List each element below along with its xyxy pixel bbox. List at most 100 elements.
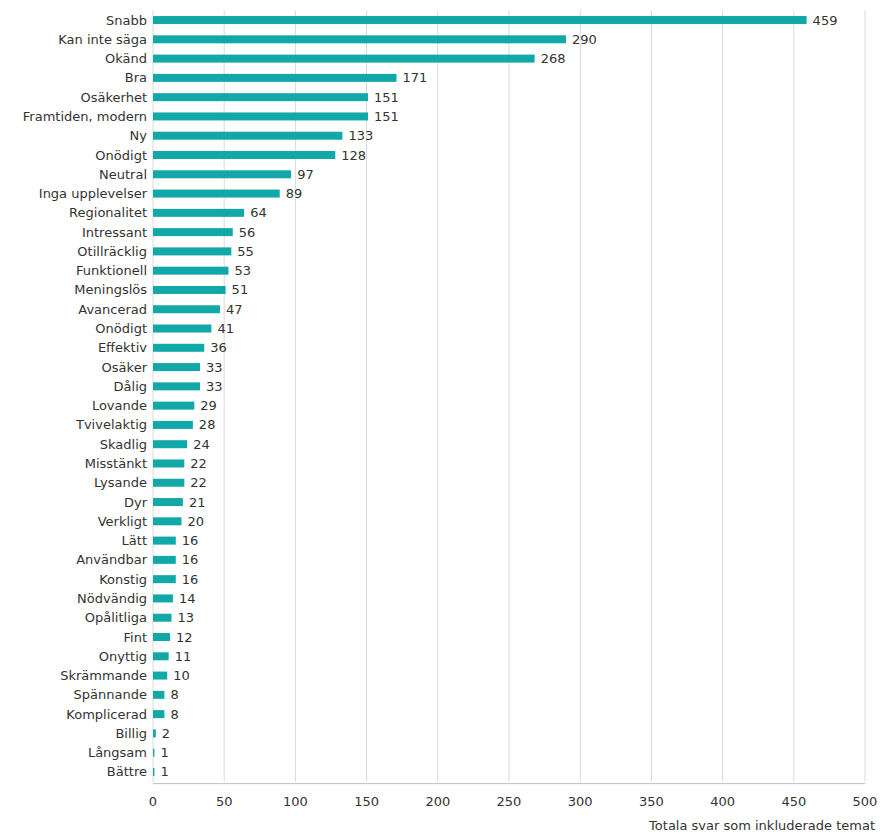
bar xyxy=(153,190,280,198)
category-label: Framtiden, modern xyxy=(23,109,147,124)
grid-line xyxy=(580,10,581,781)
data-label: 22 xyxy=(190,456,207,471)
grid-line xyxy=(153,10,154,781)
data-label: 16 xyxy=(182,572,199,587)
bar xyxy=(153,691,164,699)
bar xyxy=(153,459,184,467)
category-label: Snabb xyxy=(106,13,147,28)
bar xyxy=(153,768,154,776)
bar xyxy=(153,325,211,333)
bar xyxy=(153,363,200,371)
grid-line xyxy=(224,10,225,781)
bar xyxy=(153,170,291,178)
bar xyxy=(153,672,167,680)
category-label: Billig xyxy=(115,726,147,741)
category-label: Effektiv xyxy=(98,340,147,355)
grid-line xyxy=(509,10,510,781)
data-label: 21 xyxy=(189,495,206,510)
category-label: Lätt xyxy=(122,533,147,548)
bar xyxy=(153,479,184,487)
category-label: Onyttig xyxy=(99,649,147,664)
grid-line xyxy=(437,10,438,781)
category-label: Meningslös xyxy=(74,282,147,297)
bar xyxy=(153,344,204,352)
data-label: 33 xyxy=(206,360,223,375)
bar xyxy=(153,112,368,120)
tick-label: 300 xyxy=(568,794,593,809)
category-label: Bra xyxy=(125,70,147,85)
bar xyxy=(153,55,535,63)
category-label: Lovande xyxy=(92,398,147,413)
data-label: 24 xyxy=(193,437,210,452)
data-label: 8 xyxy=(170,707,178,722)
data-label: 8 xyxy=(170,687,178,702)
grid xyxy=(153,10,865,781)
bar xyxy=(153,749,154,757)
bar xyxy=(153,93,368,101)
data-label: 11 xyxy=(175,649,192,664)
grid-line xyxy=(722,10,723,781)
tick-label: 400 xyxy=(710,794,735,809)
tick-label: 450 xyxy=(781,794,806,809)
bar xyxy=(153,247,231,255)
data-label: 12 xyxy=(176,630,193,645)
category-label: Neutral xyxy=(99,167,147,182)
category-label: Regionalitet xyxy=(69,205,147,220)
bar xyxy=(153,267,228,275)
category-label: Misstänkt xyxy=(85,456,147,471)
category-label: Onödigt xyxy=(95,148,147,163)
bar xyxy=(153,305,220,313)
data-label: 89 xyxy=(286,186,303,201)
category-label: Spännande xyxy=(74,687,147,702)
bar xyxy=(153,209,244,217)
grid-line xyxy=(366,10,367,781)
data-label: 47 xyxy=(226,302,243,317)
bar xyxy=(153,440,187,448)
grid-line xyxy=(295,10,296,781)
category-label: Ny xyxy=(130,128,148,143)
category-label: Komplicerad xyxy=(66,707,147,722)
category-label: Otillräcklig xyxy=(77,244,147,259)
bar xyxy=(153,421,193,429)
bar xyxy=(153,633,170,641)
bar xyxy=(153,614,172,622)
data-label: 171 xyxy=(403,70,428,85)
category-label: Skrämmande xyxy=(60,668,147,683)
data-label: 16 xyxy=(182,552,199,567)
bar xyxy=(153,151,335,159)
category-label: Tvivelaktig xyxy=(75,417,147,432)
category-label: Nödvändig xyxy=(77,591,147,606)
data-label: 97 xyxy=(297,167,314,182)
tick-label: 0 xyxy=(149,794,157,809)
category-label: Lysande xyxy=(94,475,147,490)
bar xyxy=(153,228,233,236)
data-label: 53 xyxy=(234,263,251,278)
data-label: 51 xyxy=(232,282,249,297)
grid-line xyxy=(865,10,866,781)
data-label: 2 xyxy=(162,726,170,741)
category-label: Okänd xyxy=(105,51,147,66)
category-label: Långsam xyxy=(88,745,147,760)
axis-title: Totala svar som inkluderade temat xyxy=(648,818,875,833)
category-label: Intressant xyxy=(82,225,147,240)
bar xyxy=(153,35,566,43)
data-label: 151 xyxy=(374,90,399,105)
category-label: Konstig xyxy=(99,572,147,587)
bar xyxy=(153,575,176,583)
category-label: Funktionell xyxy=(76,263,147,278)
tick-label: 150 xyxy=(354,794,379,809)
category-label: Inga upplevelser xyxy=(39,186,148,201)
data-label: 268 xyxy=(541,51,566,66)
grid-line xyxy=(651,10,652,781)
data-label: 10 xyxy=(173,668,190,683)
axis-line xyxy=(153,783,865,784)
tick-label: 50 xyxy=(216,794,233,809)
data-label: 28 xyxy=(199,417,216,432)
bar xyxy=(153,729,156,737)
data-label: 128 xyxy=(341,148,366,163)
category-label: Osäker xyxy=(102,360,148,375)
bar xyxy=(153,286,226,294)
category-label: Bättre xyxy=(107,764,147,779)
category-label: Onödigt xyxy=(95,321,147,336)
bar xyxy=(153,537,176,545)
